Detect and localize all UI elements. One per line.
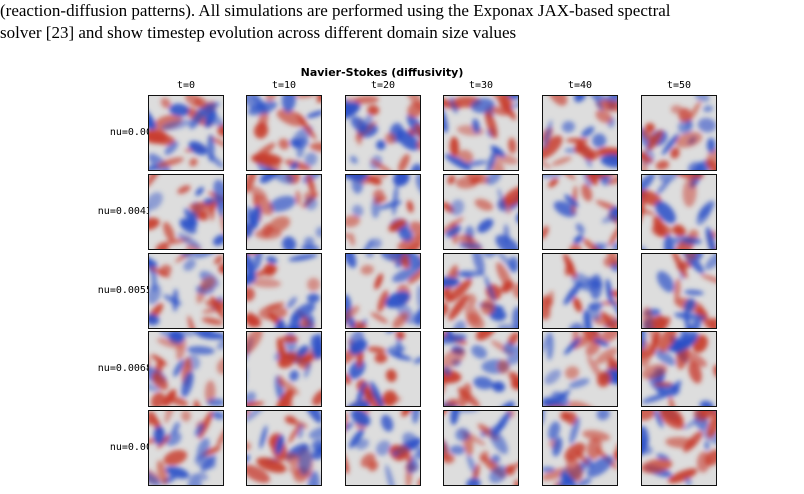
vorticity-panel [148, 174, 224, 250]
caption-line-2: solver [23] and show timestep evolution … [0, 23, 517, 42]
vorticity-panel [641, 253, 717, 329]
vorticity-panel [443, 410, 519, 486]
row-label: nu=0.003 [109, 127, 158, 138]
vorticity-panel [345, 95, 421, 171]
vorticity-panel [542, 174, 618, 250]
vorticity-panel [542, 253, 618, 329]
vorticity-panel [148, 95, 224, 171]
column-label: t=30 [468, 80, 494, 91]
vorticity-panel [443, 331, 519, 407]
row-label: nu=0.00688 [97, 363, 158, 374]
vorticity-panel [443, 174, 519, 250]
vorticity-panel [345, 410, 421, 486]
row-label: nu=0.00554 [97, 285, 158, 296]
row-label: nu=0.00431 [97, 206, 158, 217]
column-label: t=50 [666, 80, 692, 91]
vorticity-panel [246, 174, 322, 250]
vorticity-panel [542, 331, 618, 407]
vorticity-panel [443, 95, 519, 171]
vorticity-panel [641, 95, 717, 171]
vorticity-panel [345, 331, 421, 407]
column-label: t=0 [176, 80, 196, 91]
vorticity-panel [246, 95, 322, 171]
vorticity-panel [148, 253, 224, 329]
figure-caption: (reaction-diffusion patterns). All simul… [0, 0, 800, 44]
vorticity-panel [641, 331, 717, 407]
column-label: t=10 [271, 80, 297, 91]
vorticity-panel [542, 95, 618, 171]
vorticity-panel [641, 410, 717, 486]
column-label: t=20 [370, 80, 396, 91]
vorticity-panel [246, 253, 322, 329]
vorticity-panel [641, 174, 717, 250]
caption-line-1: (reaction-diffusion patterns). All simul… [0, 1, 671, 20]
vorticity-panel [148, 410, 224, 486]
vorticity-panel [443, 253, 519, 329]
vorticity-panel [246, 331, 322, 407]
vorticity-panel [345, 174, 421, 250]
figure-title: Navier-Stokes (diffusivity) [300, 66, 464, 79]
vorticity-panel [345, 253, 421, 329]
row-label: nu=0.008 [109, 442, 158, 453]
vorticity-panel [148, 331, 224, 407]
vorticity-panel [542, 410, 618, 486]
vorticity-panel [246, 410, 322, 486]
column-label: t=40 [567, 80, 593, 91]
